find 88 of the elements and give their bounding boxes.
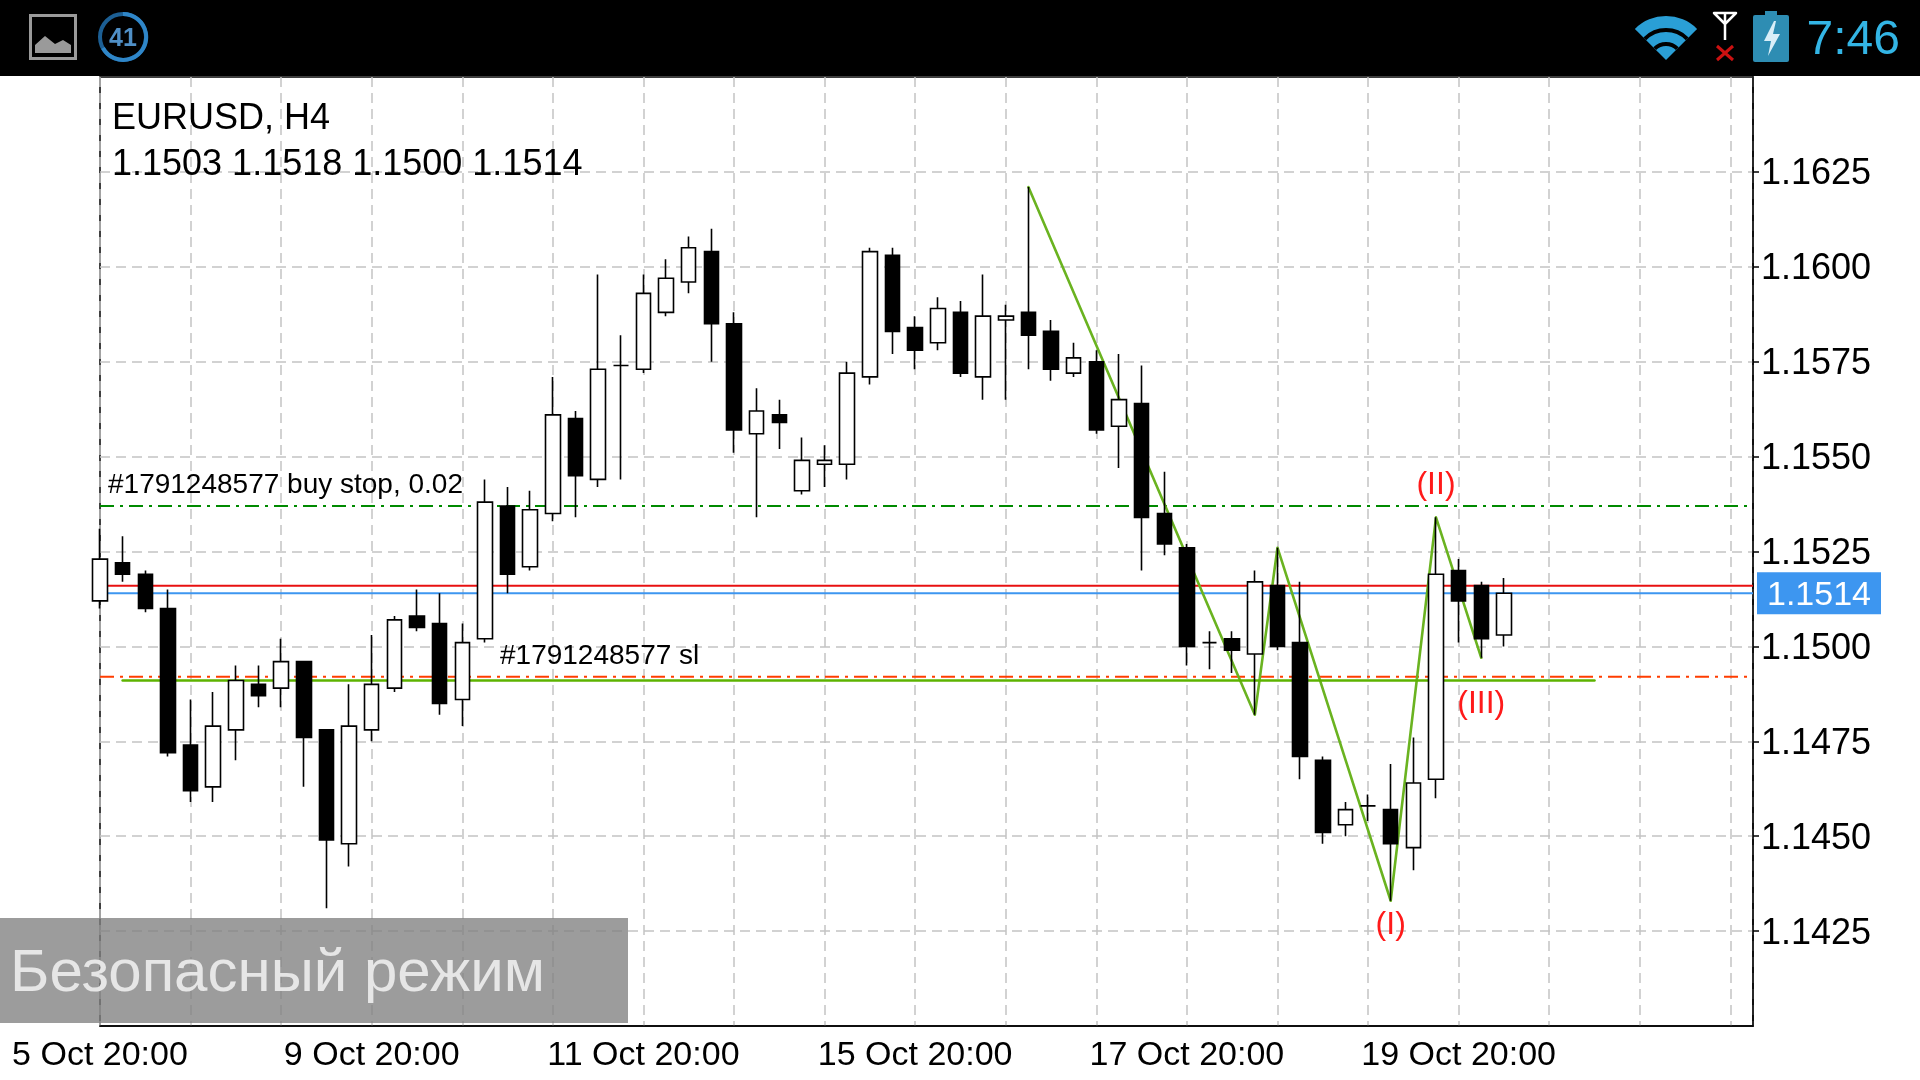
x-tick-label: 5 Oct 20:00 — [12, 1034, 188, 1072]
y-tick-label: 1.1425 — [1761, 910, 1872, 952]
candlestick — [1337, 801, 1354, 837]
candlestick — [952, 300, 969, 378]
candlestick — [318, 729, 335, 910]
candlestick — [1314, 755, 1332, 845]
y-tick-label: 1.1525 — [1761, 531, 1872, 572]
candlestick — [1473, 581, 1490, 659]
y-tick-label: 1.1500 — [1761, 625, 1872, 667]
y-tick-label: 1.1575 — [1761, 341, 1872, 383]
candlestick — [680, 235, 697, 295]
annotation: (III) — [1457, 683, 1506, 720]
candlestick — [521, 489, 539, 572]
candlestick — [137, 569, 154, 614]
candlestick — [454, 622, 471, 727]
candlestick — [1291, 581, 1309, 781]
candlestick — [544, 376, 562, 522]
y-tick-label: 1.1550 — [1761, 436, 1872, 478]
y-tick-label: 1.1625 — [1761, 151, 1872, 193]
candlestick — [1269, 546, 1286, 651]
candlestick — [589, 273, 607, 488]
candlestick — [408, 588, 426, 633]
annotation: (II) — [1416, 464, 1456, 501]
candlestick — [929, 296, 947, 352]
candlestick — [476, 478, 494, 644]
text: EURUSD, H4 — [112, 95, 331, 137]
candlestick — [703, 228, 720, 363]
candlestick — [1223, 630, 1241, 674]
candlestick — [250, 664, 267, 708]
candlestick — [725, 311, 743, 454]
text: 1.1503 1.1518 1.1500 1.1514 — [112, 141, 583, 183]
candlestick — [1495, 577, 1513, 648]
candlestick — [182, 698, 199, 803]
candlestick — [748, 387, 765, 519]
candlestick — [838, 360, 856, 481]
x-tick-label: 17 Oct 20:00 — [1089, 1034, 1285, 1072]
candlestick — [1405, 736, 1422, 872]
candlestick — [612, 334, 630, 481]
y-tick-label: 1.1450 — [1761, 815, 1872, 857]
candlestick — [793, 436, 811, 496]
candlestick — [1178, 543, 1196, 667]
annotation: Безопасный режим — [10, 936, 545, 1006]
candlestick — [227, 664, 245, 762]
candlestick — [567, 410, 584, 519]
candlestick — [431, 592, 448, 716]
candlestick — [997, 303, 1015, 401]
candlestick — [340, 683, 358, 868]
candlestick — [363, 634, 380, 743]
candlestick — [1110, 353, 1128, 469]
y-tick-label: 1.1600 — [1761, 246, 1872, 288]
candlestick — [114, 535, 131, 583]
candlestick — [1020, 186, 1037, 371]
candlestick — [1427, 516, 1445, 800]
x-tick-label: 15 Oct 20:00 — [817, 1034, 1013, 1072]
candlestick — [386, 615, 403, 693]
x-tick-label: 9 Oct 20:00 — [283, 1034, 460, 1072]
candlestick — [1088, 349, 1105, 435]
candlestick — [884, 247, 901, 355]
candlestick — [1382, 763, 1399, 902]
candlestick — [657, 258, 675, 317]
candlestick — [1133, 364, 1150, 572]
candlestick — [771, 398, 788, 450]
candlestick — [906, 315, 924, 371]
text: 7:46 — [1806, 10, 1900, 66]
candlestick — [1450, 558, 1467, 644]
candlestick — [1201, 630, 1218, 670]
candlestick — [635, 273, 652, 374]
candlestick — [1359, 793, 1377, 822]
annotation: (I) — [1375, 904, 1406, 941]
candlestick — [1042, 319, 1060, 382]
candlestick — [1246, 569, 1264, 716]
candlestick — [1156, 470, 1173, 557]
x-tick-label: 11 Oct 20:00 — [547, 1034, 740, 1072]
candlestick — [159, 588, 177, 758]
candlestick — [204, 691, 222, 803]
candlestick — [974, 273, 992, 401]
candlestick — [1065, 341, 1082, 378]
y-tick-label: 1.1475 — [1761, 720, 1872, 762]
candlestick — [499, 486, 516, 595]
candlestick — [816, 444, 833, 488]
candlestick — [861, 247, 879, 386]
candlestick — [295, 660, 313, 788]
banner: Безопасный режим — [0, 918, 628, 1023]
ref-line-label: #1791248577 buy stop, 0.02 — [108, 467, 463, 499]
x-tick-label: 19 Oct 20:00 — [1361, 1034, 1556, 1072]
ref-line-label: 1.1514 — [1767, 574, 1871, 613]
ref-line-label: #1791248577 sl — [500, 638, 700, 670]
candlestick — [272, 638, 290, 708]
